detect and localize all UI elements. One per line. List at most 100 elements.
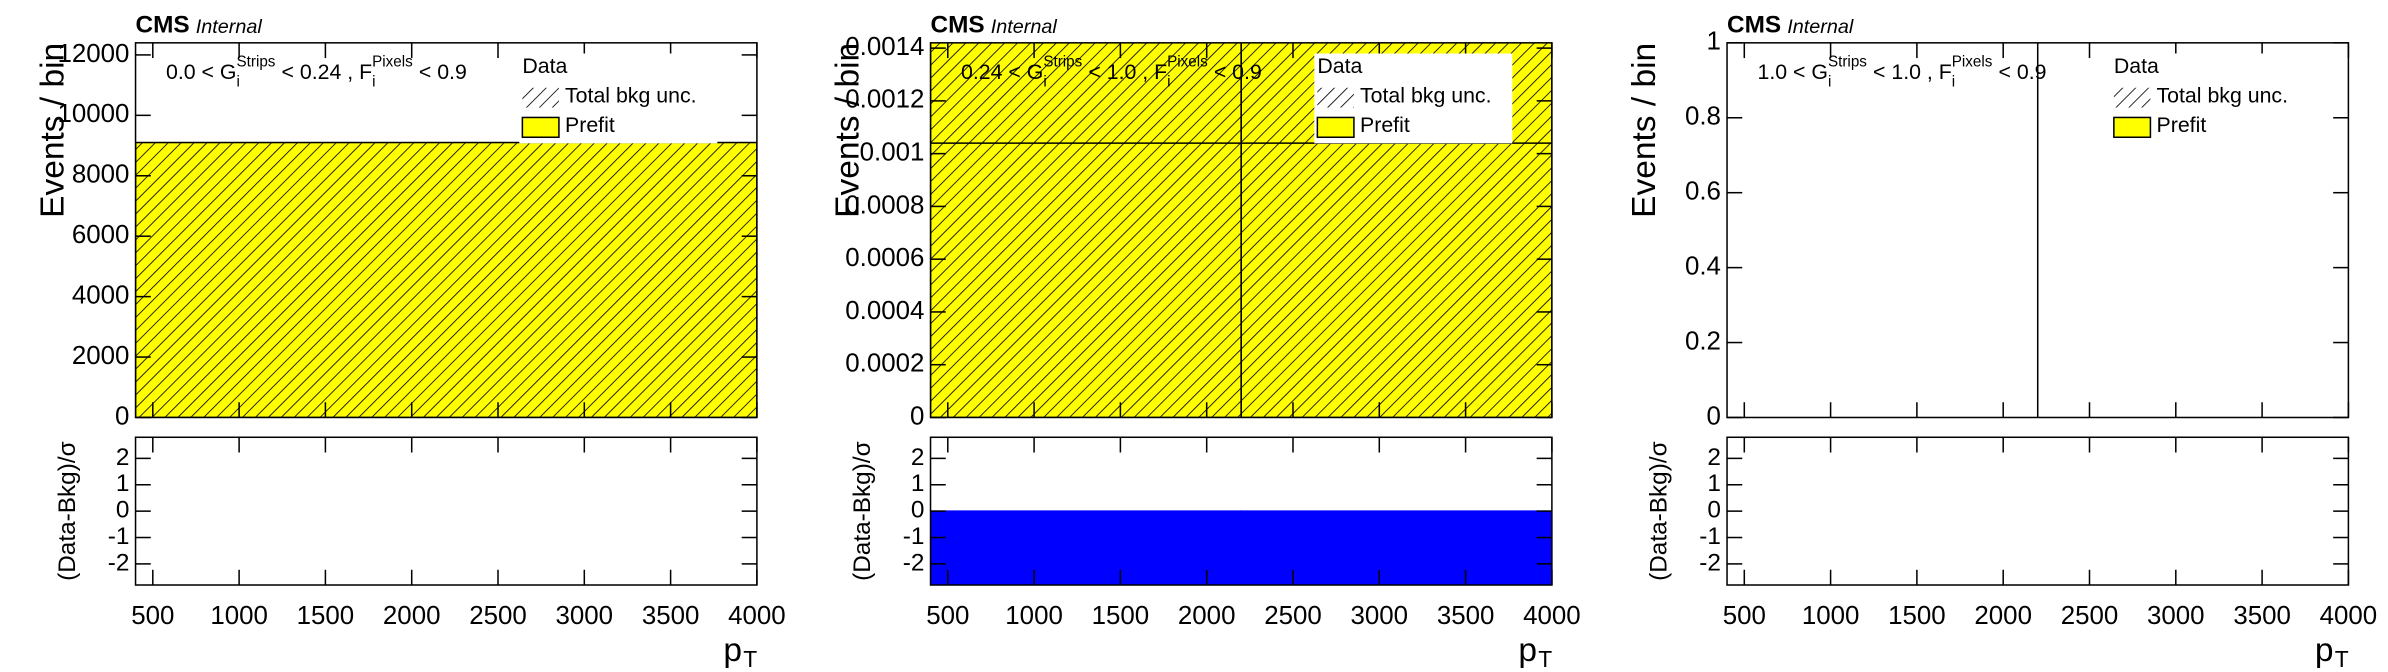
y-tick-label: 0.0004 [845,297,924,325]
region-label-sub: i [1952,73,1955,90]
ratio-y-tick-label: 0 [1707,497,1721,524]
legend-label: Data [1317,54,1362,78]
x-tick-label: 4000 [1523,602,1581,630]
pull-bar [930,510,1242,586]
x-tick-label: 500 [131,602,174,630]
legend-swatch [2113,116,2152,139]
region-label-sup: Pixels [1952,54,1993,71]
y-axis-title: Events / bin [35,43,72,218]
region-label-sup: Pixels [372,54,413,71]
x-tick-label: 1000 [210,602,268,630]
region-label: < 0.9 [419,60,467,84]
ratio-y-axis-title: (Data-Bkg)/σ [54,441,81,581]
y-tick-label: 12000 [57,40,129,68]
region-label: < 0.24 , F [282,60,373,84]
region-label: 0.24 < G [961,60,1043,84]
region-label: < 0.9 [1998,60,2046,84]
region-label-sub: i [1167,73,1170,90]
ratio-y-tick-label: 1 [116,470,130,497]
pull-bar [1240,510,1552,586]
y-tick-label: 6000 [72,221,130,249]
y-tick-label: 0.4 [1685,252,1721,280]
x-tick-label: 1500 [1092,602,1150,630]
y-tick-label: 10000 [57,100,129,128]
x-tick-label: 2500 [1264,602,1322,630]
x-tick-label: 500 [1723,602,1766,630]
ratio-y-tick-label: -1 [108,523,130,550]
y-tick-label: 8000 [72,161,130,189]
x-tick-label: 1000 [1005,602,1063,630]
ratio-plot [930,510,1552,586]
x-tick-label: 4000 [2320,602,2378,630]
region-label: < 0.9 [1214,60,1262,84]
region-label-sup: Strips [1828,54,1867,71]
ratio-y-tick-label: 1 [1707,470,1721,497]
uncertainty-band [135,142,757,418]
y-tick-label: 0.2 [1685,327,1721,355]
x-tick-label: 3500 [2233,602,2291,630]
ratio-y-tick-label: 0 [116,497,130,524]
ratio-y-tick-label: 1 [911,470,925,497]
x-axis-title-sub: T [2335,646,2349,672]
x-axis-title-sub: T [1538,646,1552,672]
y-tick-label: 4000 [72,281,130,309]
x-axis-title: p [723,632,742,669]
ratio-y-tick-label: -2 [1699,549,1721,576]
x-axis-title-sub: T [743,646,757,672]
region-label: 0.0 < G [166,60,236,84]
legend-label: Prefit [565,113,615,137]
experiment-extra: Internal [196,16,263,38]
experiment-label: CMS [136,12,190,39]
ratio-y-tick-label: 0 [911,497,925,524]
y-tick-label: 0.001 [860,138,925,166]
legend-label: Data [2114,54,2159,78]
frame [1726,42,2350,419]
region-label: < 1.0 , F [1873,60,1952,84]
main-plot [930,42,1552,418]
legend-label: Total bkg unc. [2157,84,2289,108]
x-tick-label: 3000 [556,602,614,630]
region-label-sup: Pixels [1167,54,1208,71]
y-tick-label: 2000 [72,342,130,370]
y-tick-label: 0.0002 [845,350,924,378]
legend-swatch [522,87,559,108]
y-tick-label: 0.0014 [845,33,924,61]
experiment-extra: Internal [1787,16,1854,38]
y-tick-label: 0 [910,402,924,430]
y-tick-label: 0.0008 [845,191,924,219]
y-tick-label: 0 [1707,402,1721,430]
x-tick-label: 2000 [383,602,441,630]
legend-swatch [1317,87,1354,108]
y-axis-title: Events / bin [830,43,867,218]
y-tick-label: 0.8 [1685,103,1721,131]
region-label-sup: Strips [237,54,276,71]
x-axis-title: p [2315,632,2334,669]
y-axis-title: Events / bin [1626,43,1663,218]
x-tick-label: 4000 [728,602,786,630]
ratio-y-tick-label: 2 [911,444,925,471]
uncertainty-band [930,42,1242,418]
ratio-y-axis-title: (Data-Bkg)/σ [849,441,876,581]
x-tick-label: 2500 [469,602,527,630]
frame [929,42,1553,419]
y-tick-label: 0.0012 [845,86,924,114]
x-tick-label: 2500 [2061,602,2119,630]
ratio-y-tick-label: -2 [108,549,130,576]
region-label-sub: i [237,73,240,90]
main-plot [135,141,757,418]
ratio-y-axis-title: (Data-Bkg)/σ [1645,441,1672,581]
ratio-y-tick-label: 2 [1707,444,1721,471]
legend-swatch [1316,116,1355,139]
region-label-sub: i [1043,73,1046,90]
region-label-sub: i [372,73,375,90]
y-tick-label: 0.6 [1685,178,1721,206]
x-tick-label: 1500 [1888,602,1946,630]
ratio-y-tick-label: -2 [903,549,925,576]
x-tick-label: 1500 [297,602,355,630]
region-label-sup: Strips [1043,54,1082,71]
x-tick-label: 3500 [642,602,700,630]
legend-swatch [521,116,560,139]
x-tick-label: 2000 [1974,602,2032,630]
